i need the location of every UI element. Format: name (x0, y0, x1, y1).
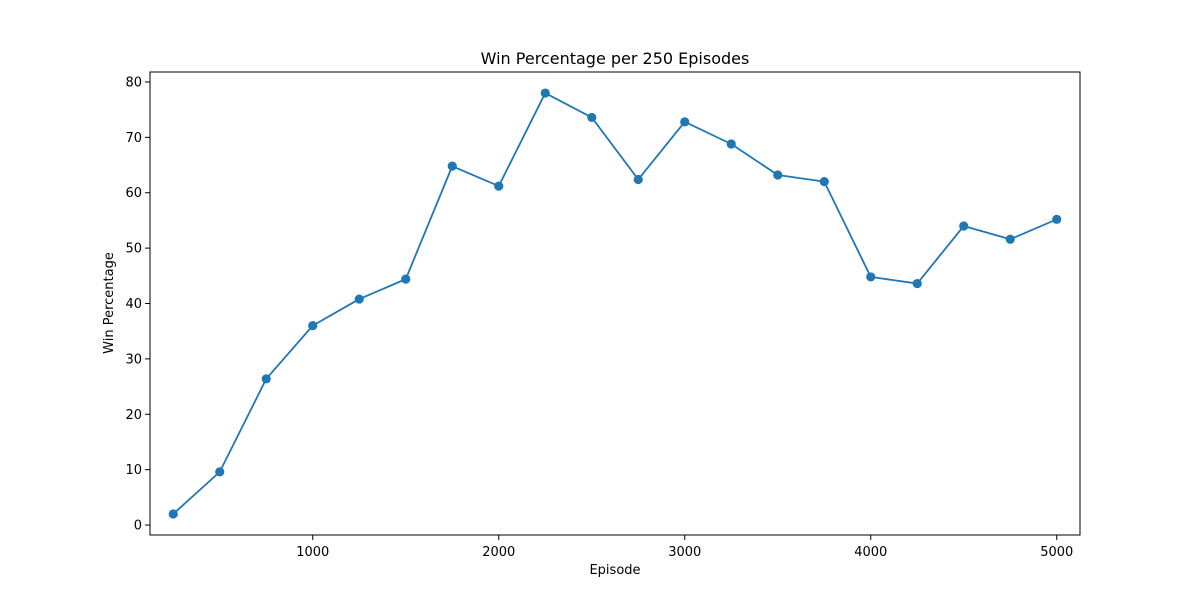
data-point (587, 112, 597, 123)
x-axis-ticks: 1000 2000 3000 4000 5000 (296, 535, 1073, 560)
y-tick-label: 50 (125, 242, 142, 257)
series-layer (168, 88, 1062, 519)
data-point (819, 177, 829, 187)
data-point (308, 321, 318, 331)
data-point (261, 374, 271, 384)
y-tick-label: 20 (125, 408, 142, 423)
data-point (447, 161, 457, 171)
y-axis-ticks: 0 10 20 30 40 50 60 70 80 (125, 75, 150, 534)
data-point (680, 117, 690, 127)
data-point (959, 221, 969, 231)
x-tick-label: 1000 (296, 545, 329, 560)
data-point (494, 181, 504, 191)
y-tick-label: 70 (125, 131, 142, 146)
data-point (1052, 214, 1062, 224)
data-point (401, 274, 411, 284)
data-point (773, 170, 783, 180)
series-line (172, 92, 1058, 515)
y-tick-label: 80 (125, 75, 142, 90)
x-tick-label: 2000 (482, 545, 515, 560)
data-point (1005, 234, 1015, 244)
y-tick-label: 10 (125, 463, 142, 478)
data-point (726, 139, 736, 149)
data-point (354, 294, 364, 304)
chart-title: Win Percentage per 250 Episodes (481, 49, 750, 68)
y-axis-label: Win Percentage (102, 252, 117, 354)
y-tick-label: 60 (125, 186, 142, 201)
plot-area-frame (149, 71, 1081, 536)
data-point (168, 509, 178, 519)
x-tick-label: 5000 (1040, 545, 1073, 560)
y-tick-label: 30 (125, 352, 142, 367)
data-point (866, 272, 876, 282)
x-axis-label: Episode (589, 563, 640, 578)
x-tick-label: 4000 (854, 545, 887, 560)
y-tick-label: 0 (134, 519, 142, 534)
data-point (540, 88, 550, 98)
y-tick-label: 40 (125, 297, 142, 312)
data-point (215, 467, 225, 477)
x-tick-label: 3000 (668, 545, 701, 560)
data-point (633, 174, 643, 185)
data-point (912, 278, 922, 289)
